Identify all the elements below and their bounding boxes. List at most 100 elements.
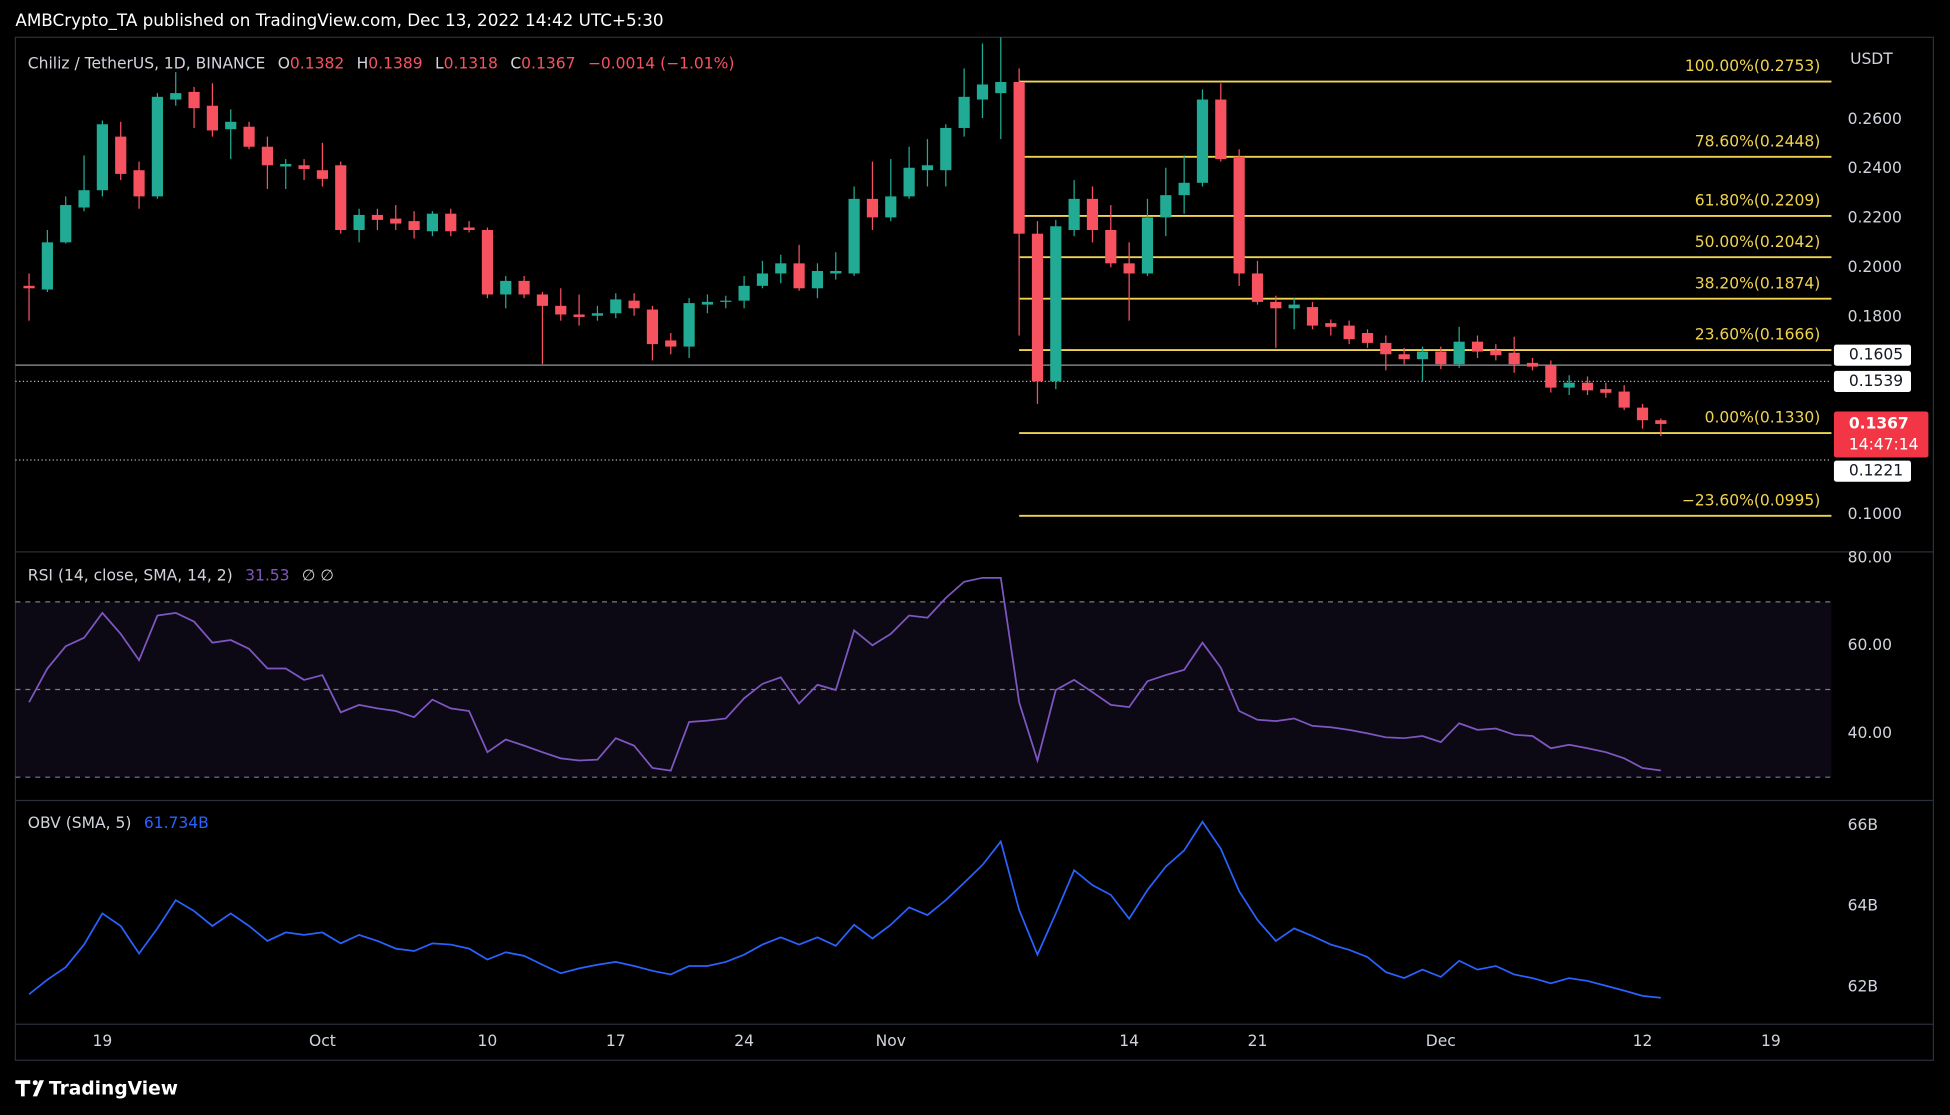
candle-body <box>78 190 90 208</box>
ohlc-label: H <box>357 54 369 72</box>
candle-body <box>518 280 530 295</box>
candle-body <box>280 164 292 167</box>
x-tick-label: 24 <box>734 1032 754 1050</box>
brand-name: TradingView <box>49 1078 178 1099</box>
candle-body <box>1581 382 1594 391</box>
candle-body <box>536 294 549 306</box>
fib-label: 78.60%(0.2448) <box>1695 132 1821 150</box>
candle-body <box>1233 156 1245 274</box>
rsi-flags: ∅ ∅ <box>302 566 334 584</box>
candle-body <box>646 309 659 345</box>
price-line-tag <box>1833 370 1912 392</box>
candle-body <box>1013 82 1025 234</box>
candle-body <box>243 126 255 147</box>
candle-body <box>371 214 384 220</box>
y-tick-label: 60.00 <box>1848 636 1892 654</box>
candle-body <box>683 303 695 347</box>
chart-frame <box>14 36 1934 1061</box>
candle-body <box>96 124 108 191</box>
rsi-readout: 31.53 <box>245 566 289 584</box>
candle-body <box>408 221 420 230</box>
candle-body <box>1325 323 1337 327</box>
candle-body <box>1361 333 1374 343</box>
candle-body <box>701 301 714 305</box>
candle-body <box>206 105 218 131</box>
candle-body <box>353 214 365 230</box>
price-line-tag <box>1833 460 1912 482</box>
y-tick-label: 80.00 <box>1848 549 1892 567</box>
candle-body <box>830 271 842 274</box>
x-tick-label: Oct <box>309 1032 336 1050</box>
candle-body <box>1471 341 1484 352</box>
candle-body <box>555 305 567 315</box>
price-line-label: 0.1605 <box>1849 346 1903 364</box>
candle-body <box>390 218 402 224</box>
candle-body <box>316 170 329 179</box>
y-tick-label: 0.2200 <box>1848 209 1902 227</box>
last-price-tag <box>1833 411 1929 458</box>
candle-body <box>170 93 182 100</box>
candle-body <box>225 121 237 130</box>
candle-body <box>775 263 787 274</box>
candle-body <box>1215 99 1227 160</box>
x-tick-label: 19 <box>93 1032 113 1050</box>
candle-body <box>1031 233 1044 382</box>
candle-body <box>1416 351 1429 360</box>
candle-body <box>866 198 879 218</box>
candle-body <box>23 285 35 289</box>
brand-logo-dot <box>32 1080 38 1086</box>
x-tick-label: 19 <box>1761 1032 1781 1050</box>
y-tick-label: 0.2600 <box>1848 110 1902 128</box>
candle-body <box>921 165 934 171</box>
candle-body <box>811 271 824 289</box>
candle-body <box>1508 352 1520 365</box>
candle-body <box>756 273 769 286</box>
axis-currency: USDT <box>1850 50 1893 68</box>
x-tick-label: 17 <box>606 1032 626 1050</box>
candle-body <box>1380 342 1392 355</box>
candle-body <box>665 340 677 347</box>
x-tick-label: Nov <box>876 1032 906 1050</box>
candle-body <box>1086 198 1099 230</box>
candle-body <box>1251 273 1264 302</box>
candle-body <box>1123 263 1135 274</box>
candle-body <box>1160 195 1172 218</box>
rsi-legend: RSI (14, close, SMA, 14, 2) 31.53 ∅ ∅ <box>28 566 334 584</box>
fib-label: 38.20%(0.1874) <box>1695 274 1821 292</box>
candle-body <box>1636 407 1649 421</box>
candle-body <box>885 196 897 218</box>
candle-body <box>298 165 310 169</box>
candle-body <box>1398 354 1410 360</box>
price-line-label: 0.1539 <box>1849 372 1903 390</box>
candle-body <box>1178 182 1190 196</box>
fib-label: −23.60%(0.0995) <box>1682 491 1821 509</box>
candle-body <box>1490 350 1502 356</box>
candle-body <box>1343 325 1355 340</box>
x-tick-label: 21 <box>1248 1032 1268 1050</box>
candle-body <box>335 165 347 230</box>
candle-body <box>1526 362 1539 367</box>
brand-logo <box>15 1080 44 1097</box>
main-legend: Chiliz / TetherUS, 1D, BINANCE O0.1382 H… <box>28 54 735 72</box>
candle-body <box>463 227 475 230</box>
last-price-label: 0.1367 <box>1849 414 1909 432</box>
ohlc-label: O <box>278 54 290 72</box>
candle-body <box>976 84 989 100</box>
candle-body <box>610 299 622 314</box>
ohlc-label: L <box>435 54 444 72</box>
obv-readout: 61.734B <box>144 813 209 831</box>
y-tick-label: 0.1000 <box>1848 505 1902 523</box>
x-tick-label: Dec <box>1426 1032 1456 1050</box>
candle-body <box>1563 382 1575 388</box>
indicator-line <box>28 820 1661 999</box>
fib-label: 23.60%(0.1666) <box>1695 326 1821 344</box>
change-value: −0.0014 (−1.01%) <box>588 54 735 72</box>
y-tick-label: 0.2400 <box>1848 159 1902 177</box>
candle-body <box>958 96 970 128</box>
candle-body <box>940 127 952 171</box>
y-tick-label: 62B <box>1848 977 1878 995</box>
candle-body <box>60 205 72 243</box>
candle-body <box>1618 391 1630 408</box>
candle-body <box>481 229 494 295</box>
